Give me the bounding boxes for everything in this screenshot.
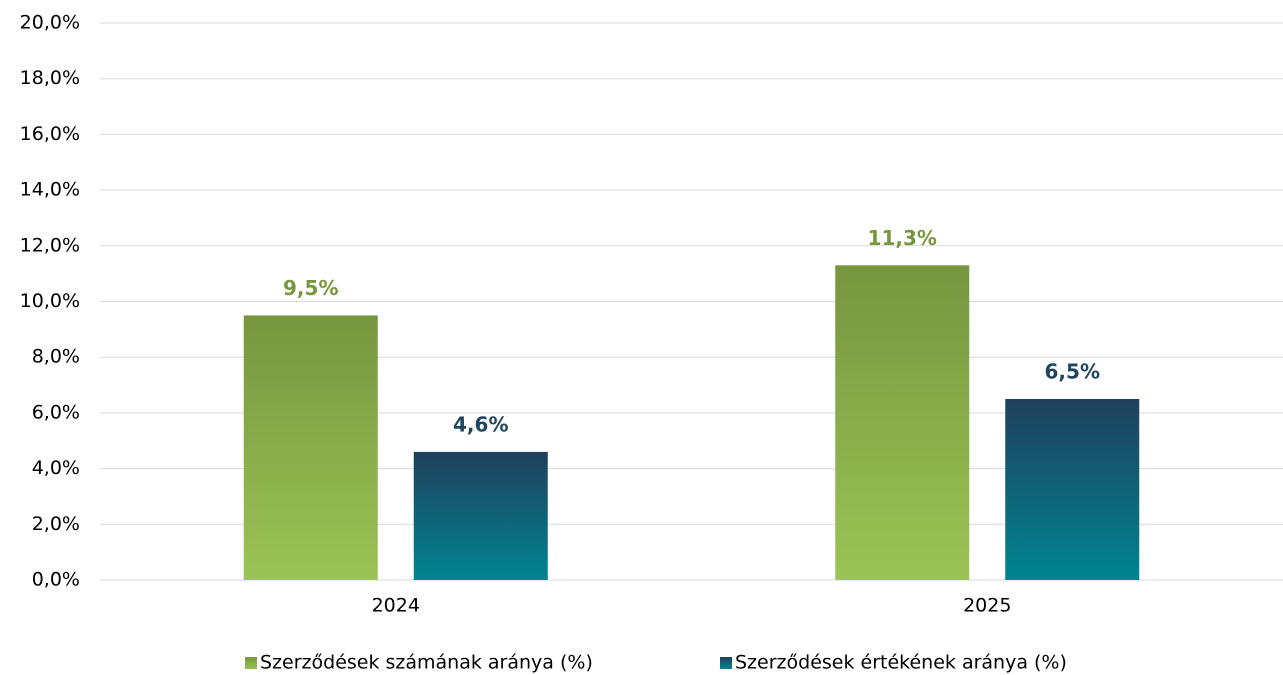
x-tick-label: 2025 xyxy=(963,595,1011,617)
y-tick-label: 10,0% xyxy=(20,290,80,312)
bar xyxy=(413,451,548,580)
bar xyxy=(243,315,378,580)
value-label: 11,3% xyxy=(868,226,937,250)
legend-swatch xyxy=(245,657,257,669)
bar xyxy=(1005,398,1140,580)
value-label: 6,5% xyxy=(1045,359,1100,383)
y-tick-label: 14,0% xyxy=(20,179,80,201)
y-tick-label: 8,0% xyxy=(32,346,80,368)
y-tick-label: 2,0% xyxy=(32,513,80,535)
y-tick-label: 0,0% xyxy=(32,569,80,591)
value-label: 4,6% xyxy=(453,412,508,436)
y-tick-label: 4,0% xyxy=(32,457,80,479)
y-tick-label: 12,0% xyxy=(20,234,80,256)
y-tick-label: 18,0% xyxy=(20,67,80,89)
x-tick-label: 2024 xyxy=(372,595,420,617)
legend-label: Szerződések értékének aránya (%) xyxy=(735,652,1067,674)
legend-swatch xyxy=(720,657,732,669)
y-tick-label: 6,0% xyxy=(32,401,80,423)
legend-label: Szerződések számának aránya (%) xyxy=(260,652,593,674)
bar xyxy=(835,265,970,580)
value-label: 9,5% xyxy=(283,276,338,300)
y-tick-label: 20,0% xyxy=(20,12,80,34)
y-tick-label: 16,0% xyxy=(20,123,80,145)
